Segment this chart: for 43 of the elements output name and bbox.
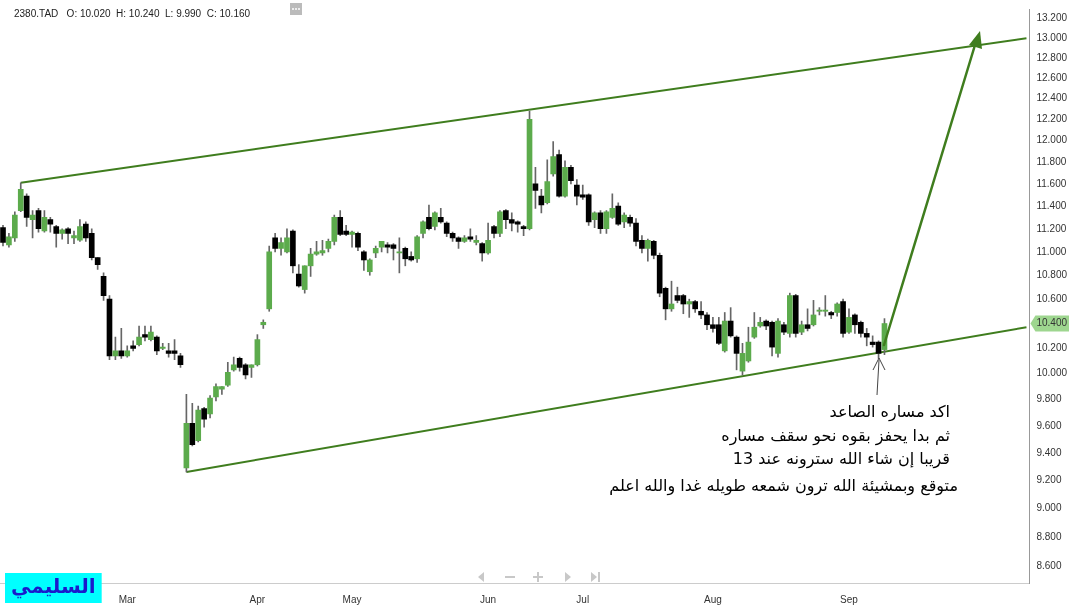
annotation: ثم بدا يحفز بقوه نحو سقف مساره [721,426,950,447]
y-tick-label: 11.000 [1036,245,1067,257]
annotation: 2380.TAD O: 10.020 H: 10.240 L: 9.990 C: 10.160 [14,7,251,19]
candlestick [686,298,693,318]
y-tick-label: 11.600 [1036,177,1067,189]
y-tick-label: 11.800 [1036,155,1067,167]
y-tick-label: 12.200 [1036,113,1068,125]
y-tick-label: 10.200 [1036,342,1068,354]
y-tick-label: 9.600 [1036,419,1062,431]
y-tick-label: 11.400 [1036,199,1067,211]
y-tick-label: 9.200 [1036,474,1062,486]
y-tick-label: 9.000 [1036,502,1062,514]
y-tick-label: 11.200 [1036,222,1067,234]
annotation: السليمي [11,574,96,600]
x-tick-label: Jun [480,593,497,605]
y-tick-label: 8.800 [1036,530,1062,542]
y-tick-label: 10.000 [1036,367,1068,379]
y-tick-label: 10.800 [1036,269,1068,281]
y-tick-label: 10.600 [1036,292,1068,304]
candlestick [349,230,355,248]
candlestick [159,343,166,350]
y-tick-label: 10.400 [1036,317,1068,329]
x-tick-label: Sep [840,593,859,605]
candlestick [118,328,125,359]
annotation: اكد مساره الصاعد [829,402,950,423]
annotation: متوقع وبمشيئة الله ترون شمعه طويله غدا والله اعلم [609,476,958,497]
x-tick-label: Apr [249,593,266,605]
y-tick-label: 9.400 [1036,446,1062,458]
y-tick-label: 12.400 [1036,92,1068,104]
x-tick-label: May [342,593,362,605]
y-tick-label: 12.600 [1036,71,1068,83]
y-tick-label: 12.000 [1036,134,1068,146]
candlestick [698,301,704,319]
y-tick-label: 9.800 [1036,393,1062,405]
y-tick-label: 13.200 [1036,12,1068,24]
candlestick [142,325,148,342]
y-tick-label: 12.800 [1036,51,1068,63]
x-tick-label: Jul [576,593,590,605]
x-tick-label: Mar [118,593,137,605]
x-tick-label: Aug [704,593,722,605]
annotation: قريبا إن شاء الله سترونه عند 13 [732,449,950,470]
y-tick-label: 13.000 [1036,31,1068,43]
y-tick-label: 8.600 [1036,560,1062,572]
